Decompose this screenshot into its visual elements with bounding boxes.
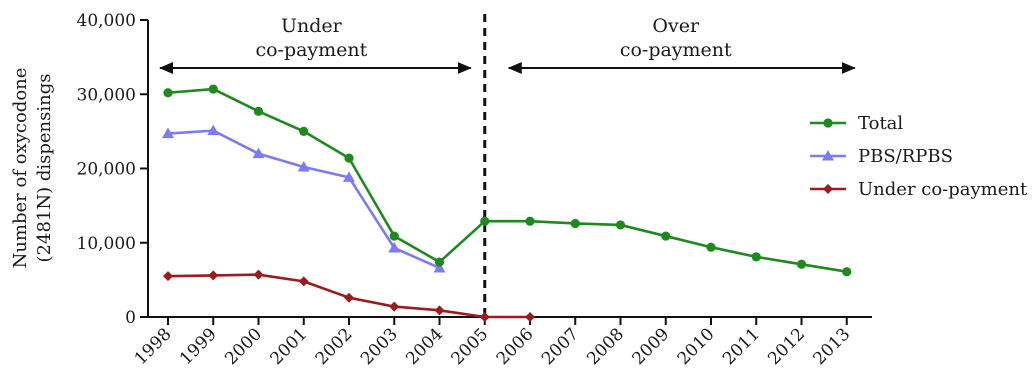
series-layer [162, 84, 852, 322]
data-point [434, 305, 445, 316]
data-point [343, 171, 355, 182]
x-tick-label: 2011 [719, 324, 764, 369]
y-axis-label-line1: Number of oxycodone [10, 68, 31, 269]
x-tick-label: 2013 [810, 324, 855, 369]
legend-label: Under co-payment [858, 179, 1028, 200]
data-point [525, 216, 535, 226]
x-tick-label: 2008 [583, 324, 628, 369]
x-tick-label: 2012 [764, 324, 809, 369]
data-point [208, 270, 219, 281]
x-tick-label: 2001 [267, 324, 312, 369]
data-point [706, 242, 716, 252]
y-tick-label: 30,000 [77, 85, 136, 105]
over-copayment-label-line1: Over [652, 15, 700, 37]
series-line [167, 129, 441, 270]
data-point [253, 106, 264, 116]
data-point [207, 124, 220, 136]
data-point [823, 184, 833, 194]
legend-label: Total [858, 113, 903, 134]
data-point [570, 218, 580, 229]
data-point [252, 147, 265, 159]
data-point [389, 231, 399, 241]
y-axis-label-line2: (2481N) dispensings [34, 74, 55, 263]
data-point [162, 127, 174, 139]
data-point [389, 301, 400, 312]
legend-item: PBS/RPBS [810, 146, 953, 167]
data-point [433, 261, 446, 273]
data-point [525, 312, 535, 322]
data-point [163, 88, 173, 98]
legend-item: Under co-payment [810, 179, 1028, 200]
x-tick-label: 2007 [538, 324, 583, 369]
data-point [344, 292, 354, 303]
data-point [344, 153, 354, 163]
x-tick-label: 2006 [493, 324, 538, 369]
y-tick-label: 40,000 [77, 11, 136, 31]
y-tick-label: 10,000 [77, 234, 136, 254]
x-ticks: 1998 1999 2000 2001 2002 2003 2004 2005 2006 2007… [131, 317, 854, 369]
over-copayment-label-line2: co-payment [620, 39, 732, 61]
data-point [253, 269, 264, 280]
data-point [479, 312, 490, 322]
data-point [208, 84, 218, 94]
x-tick-label: 1999 [176, 324, 221, 369]
data-point [163, 271, 173, 282]
under-copayment-label-line1: Under [281, 15, 343, 37]
y-tick-label: 20,000 [77, 160, 136, 180]
data-point [434, 257, 445, 267]
series-pbs-rpbs [162, 124, 446, 273]
series-total [163, 84, 852, 277]
data-point [751, 252, 761, 262]
series-under-co-payment [163, 269, 535, 322]
x-tick-label: 2000 [221, 324, 266, 369]
data-point [615, 220, 626, 230]
data-point [842, 267, 852, 277]
data-point [299, 126, 309, 136]
x-tick-label: 1998 [131, 324, 176, 369]
legend-label: PBS/RPBS [858, 146, 953, 167]
data-point [796, 259, 807, 269]
x-tick-label: 2009 [629, 324, 674, 369]
x-tick-label: 2005 [448, 324, 493, 369]
x-tick-label: 2010 [674, 324, 719, 369]
legend: Total PBS/RPBS Under co-payment [810, 113, 1028, 200]
data-point [298, 276, 309, 287]
x-tick-label: 2004 [402, 324, 447, 369]
x-tick-label: 2002 [312, 324, 357, 369]
x-tick-label: 2003 [357, 324, 402, 369]
data-point [480, 216, 490, 226]
period-annotations: Under co-payment Over co-payment [159, 15, 856, 74]
data-point [822, 150, 834, 161]
y-tick-label: 0 [125, 308, 136, 328]
series-line [167, 87, 847, 273]
legend-item: Total [810, 113, 903, 134]
y-ticks: 0 10,000 20,000 30,000 40,000 [77, 11, 148, 328]
data-point [661, 231, 671, 241]
data-point [297, 161, 310, 172]
under-copayment-label-line2: co-payment [255, 39, 367, 61]
data-point [388, 241, 401, 253]
data-point [823, 118, 833, 128]
